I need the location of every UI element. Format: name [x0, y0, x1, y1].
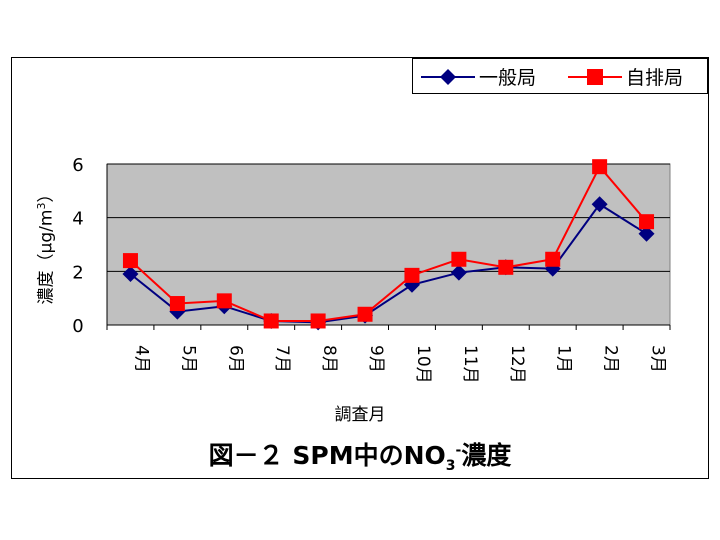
- x-tick-label: 6月: [225, 345, 245, 373]
- y-axis-label-sup: 3: [34, 202, 48, 210]
- y-tick-label: 2: [72, 262, 83, 283]
- x-tick-label: 5月: [178, 345, 198, 373]
- data-point-square: [357, 306, 373, 322]
- y-axis-label: 濃度（μg/m3）: [32, 186, 57, 305]
- x-tick-label: 10月: [413, 345, 433, 384]
- plot-area: [106, 163, 671, 326]
- x-tick-label: 3月: [648, 345, 668, 373]
- title-suffix: 濃度: [461, 441, 512, 470]
- y-tick-label: 0: [72, 316, 83, 337]
- y-axis-label-main: 濃度（μg/m: [36, 209, 57, 305]
- y-axis-label-close: ）: [36, 185, 57, 203]
- data-point-diamond: [450, 264, 467, 281]
- x-tick-label: 2月: [601, 345, 621, 373]
- x-tick-label: 1月: [554, 345, 574, 373]
- title-superscript: -: [455, 442, 462, 459]
- legend-square-icon: [587, 69, 603, 85]
- x-tick-label: 4月: [131, 345, 151, 373]
- legend: 一般局 自排局: [412, 58, 708, 94]
- data-point-square: [310, 313, 326, 329]
- x-tick-label: 12月: [507, 345, 527, 384]
- x-tick-label: 8月: [319, 345, 339, 373]
- x-tick-label: 9月: [366, 345, 386, 373]
- data-point-square: [404, 267, 420, 283]
- data-point-square: [122, 253, 138, 269]
- y-tick-label: 6: [72, 155, 83, 176]
- data-point-diamond: [591, 196, 608, 213]
- y-tick-label: 4: [72, 209, 83, 230]
- x-tick-label: 11月: [460, 345, 480, 384]
- x-tick-label: 7月: [272, 345, 292, 373]
- data-point-square: [498, 259, 514, 275]
- data-point-square: [639, 214, 655, 230]
- data-point-square: [169, 296, 185, 312]
- legend-markers: [421, 69, 622, 85]
- legend-label-roadside: 自排局: [626, 67, 684, 89]
- data-point-diamond: [638, 225, 655, 242]
- data-point-square: [263, 313, 279, 329]
- series-line-0: [129, 202, 648, 324]
- legend-diamond-icon: [440, 69, 456, 85]
- chart-title: 図－２ SPM中のNO3-濃度: [0, 436, 720, 474]
- data-point-square: [451, 251, 467, 267]
- series-line-1: [129, 164, 648, 322]
- data-point-square: [545, 251, 561, 267]
- x-axis-label: 調査月: [334, 405, 386, 425]
- title-subscript: 3: [445, 458, 456, 474]
- data-point-square: [592, 159, 608, 175]
- title-prefix: 図－２ SPM中のNO: [208, 441, 446, 470]
- data-point-square: [216, 293, 232, 309]
- legend-label-general: 一般局: [479, 67, 537, 89]
- data-point-diamond: [122, 266, 139, 283]
